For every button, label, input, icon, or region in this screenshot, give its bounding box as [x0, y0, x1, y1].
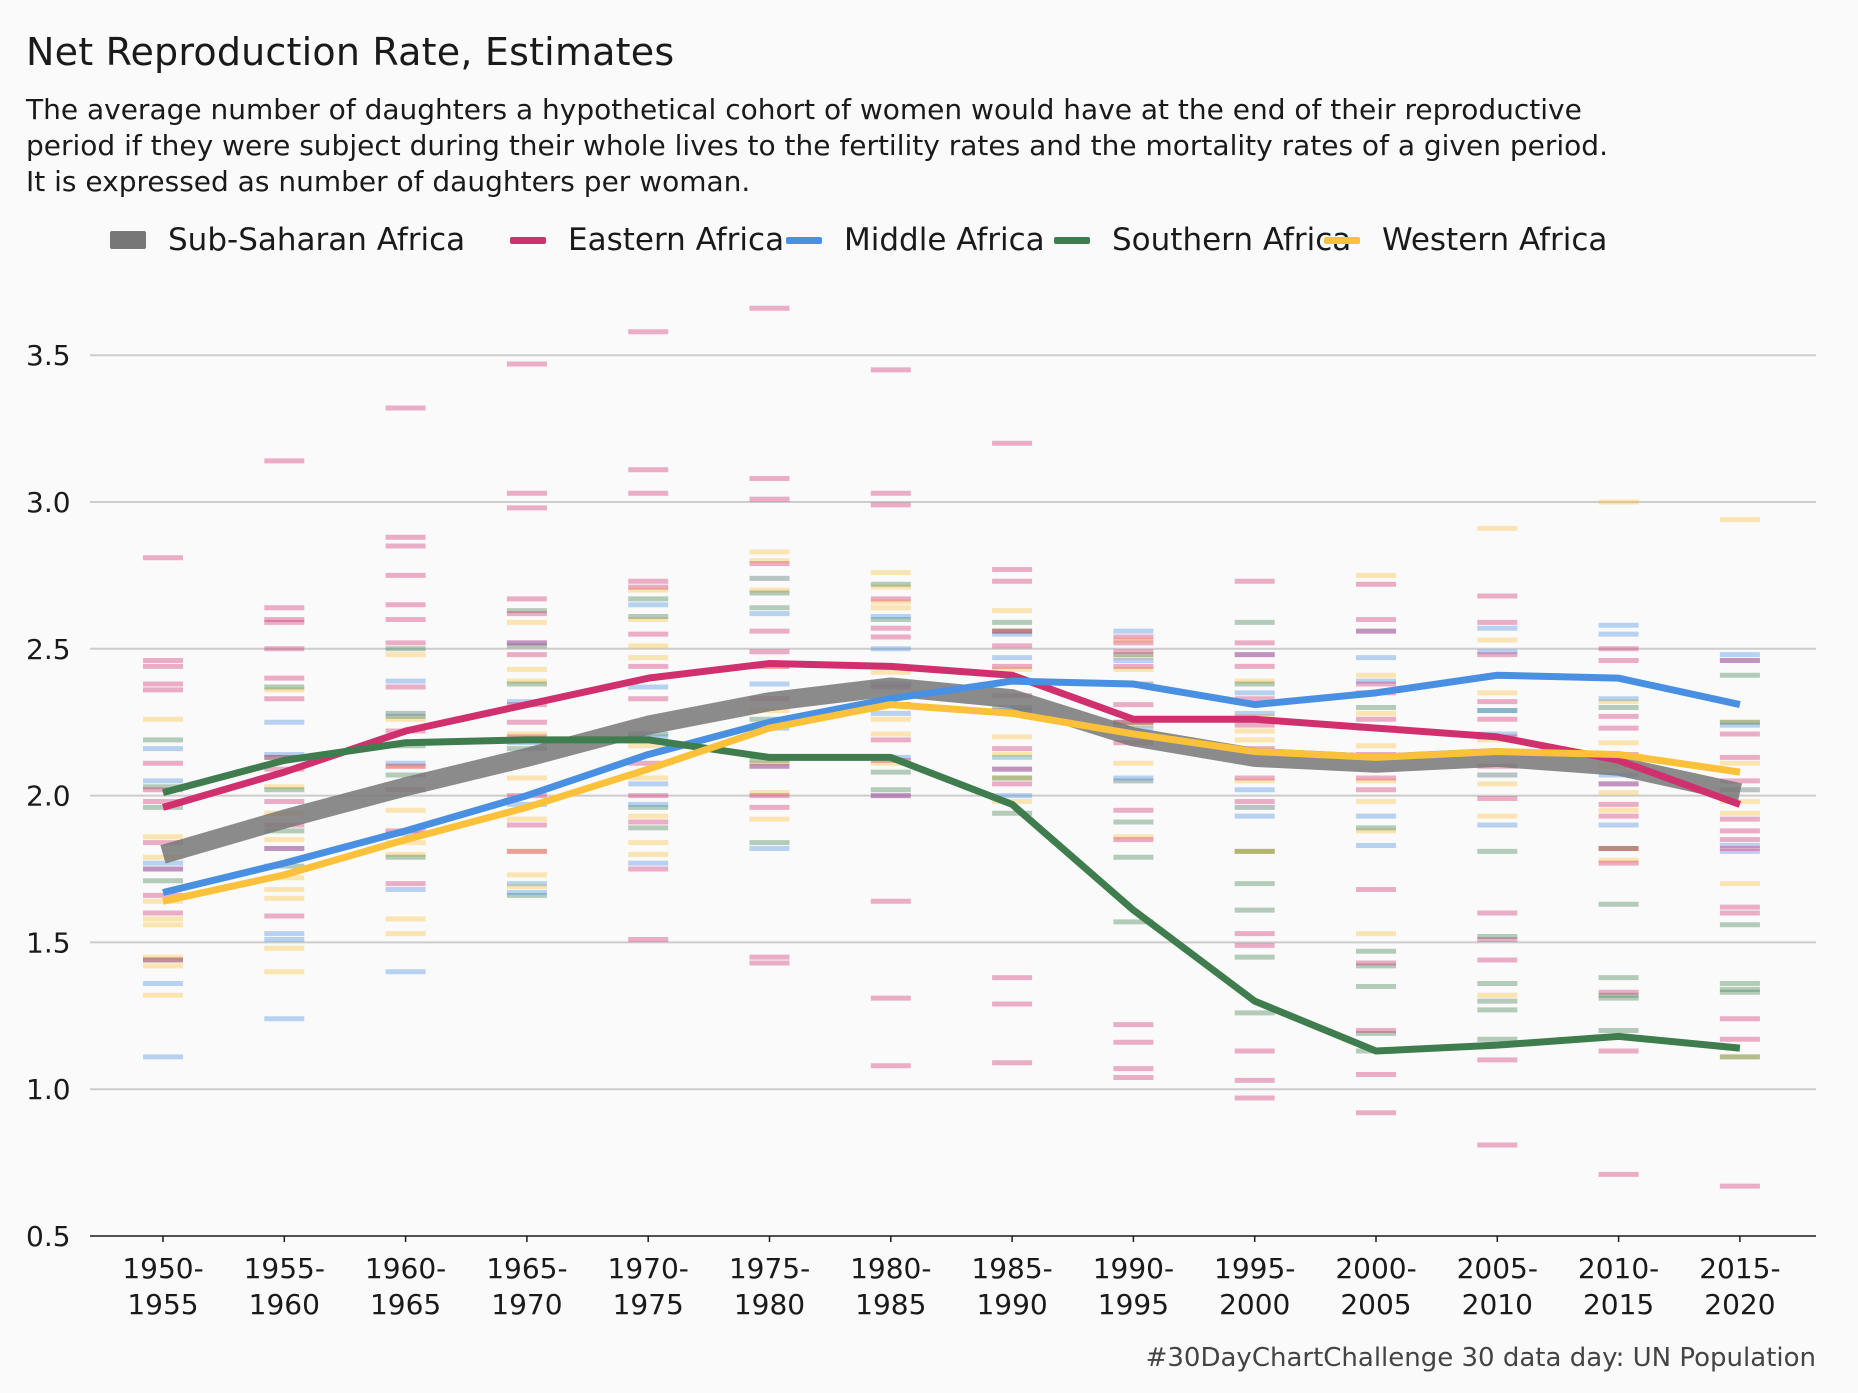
- x-tick-label: 2015-: [1699, 1252, 1780, 1285]
- series-lines: [160, 659, 1742, 1055]
- x-tick-label: 1985: [855, 1288, 926, 1321]
- y-tick-label: 2.0: [26, 780, 71, 813]
- chart-caption: #30DayChartChallenge 30 data day: UN Pop…: [1145, 1343, 1816, 1373]
- subtitle-line: It is expressed as number of daughters p…: [26, 165, 751, 198]
- x-tick-label: 2020: [1704, 1288, 1775, 1321]
- x-tick-label: 1955: [127, 1288, 198, 1321]
- chart-title: Net Reproduction Rate, Estimates: [26, 30, 675, 74]
- x-tick-label: 1975: [613, 1288, 684, 1321]
- legend-swatch: [1054, 236, 1090, 244]
- legend-label: Eastern Africa: [568, 222, 785, 258]
- x-tick-label: 2015: [1583, 1288, 1654, 1321]
- legend-item-southern-africa: Southern Africa: [1054, 218, 1351, 262]
- legend-label: Sub-Saharan Africa: [168, 222, 466, 258]
- gridlines: [90, 354, 1816, 1091]
- y-tick-label: 1.0: [26, 1073, 71, 1106]
- legend-label: Southern Africa: [1112, 222, 1352, 258]
- legend-swatch: [510, 236, 546, 244]
- legend-label: Middle Africa: [844, 222, 1045, 258]
- x-tick-label: 2005: [1340, 1288, 1411, 1321]
- legend-item-eastern-africa: Eastern Africa: [510, 218, 784, 262]
- x-tick-label: 2010-: [1578, 1252, 1659, 1285]
- x-tick-label: 1955-: [244, 1252, 325, 1285]
- y-tick-label: 2.5: [26, 633, 71, 666]
- x-tick-label: 1960-: [365, 1252, 446, 1285]
- x-tick-label: 1970-: [608, 1252, 689, 1285]
- x-tick-label: 1990-: [1093, 1252, 1174, 1285]
- x-tick-label: 1990: [976, 1288, 1047, 1321]
- chart-subtitle: The average number of daughters a hypoth…: [26, 92, 1826, 200]
- x-tick-label: 1950-: [122, 1252, 203, 1285]
- series-line-eastern-africa: [162, 659, 1742, 811]
- x-tick-label: 2010: [1462, 1288, 1533, 1321]
- x-tick-label: 1995-: [1214, 1252, 1295, 1285]
- x-tick-label: 1965-: [486, 1252, 567, 1285]
- series-line-southern-africa: [162, 736, 1741, 1055]
- x-tick-label: 1980-: [850, 1252, 931, 1285]
- x-tick-label: 1960: [249, 1288, 320, 1321]
- y-tick-label: 3.0: [26, 486, 71, 519]
- y-tick-label: 1.5: [26, 926, 71, 959]
- x-tick-label: 2000: [1219, 1288, 1290, 1321]
- x-tick-label: 1970: [491, 1288, 562, 1321]
- x-tick-label: 1975-: [729, 1252, 810, 1285]
- y-tick-label: 0.5: [26, 1220, 71, 1253]
- x-tick-label: 2005-: [1457, 1252, 1538, 1285]
- series-line-western-africa: [162, 701, 1741, 905]
- x-tick-label: 1965: [370, 1288, 441, 1321]
- subtitle-line: The average number of daughters a hypoth…: [26, 93, 1582, 126]
- legend-swatch: [1324, 236, 1360, 244]
- legend-label: Western Africa: [1382, 222, 1608, 258]
- y-tick-label: 3.5: [26, 339, 71, 372]
- legend-swatch: [786, 236, 822, 244]
- series-line-middle-africa: [162, 671, 1741, 896]
- x-tick-label: 1985-: [971, 1252, 1052, 1285]
- x-tick-label: 1995: [1098, 1288, 1169, 1321]
- axes: 0.5 1.0 1.5 2.0 2.5 3.0 3.5 1950-1955 1955-1960 1…: [26, 339, 1816, 1321]
- x-tick-label: 2000-: [1335, 1252, 1416, 1285]
- legend-item-western-africa: Western Africa: [1324, 218, 1607, 262]
- legend-item-middle-africa: Middle Africa: [786, 218, 1045, 262]
- x-tick-label: 1980: [734, 1288, 805, 1321]
- subtitle-line: period if they were subject during their…: [26, 129, 1608, 162]
- legend-item-sub-saharan-africa: Sub-Saharan Africa: [110, 218, 465, 262]
- legend-swatch: [110, 231, 146, 249]
